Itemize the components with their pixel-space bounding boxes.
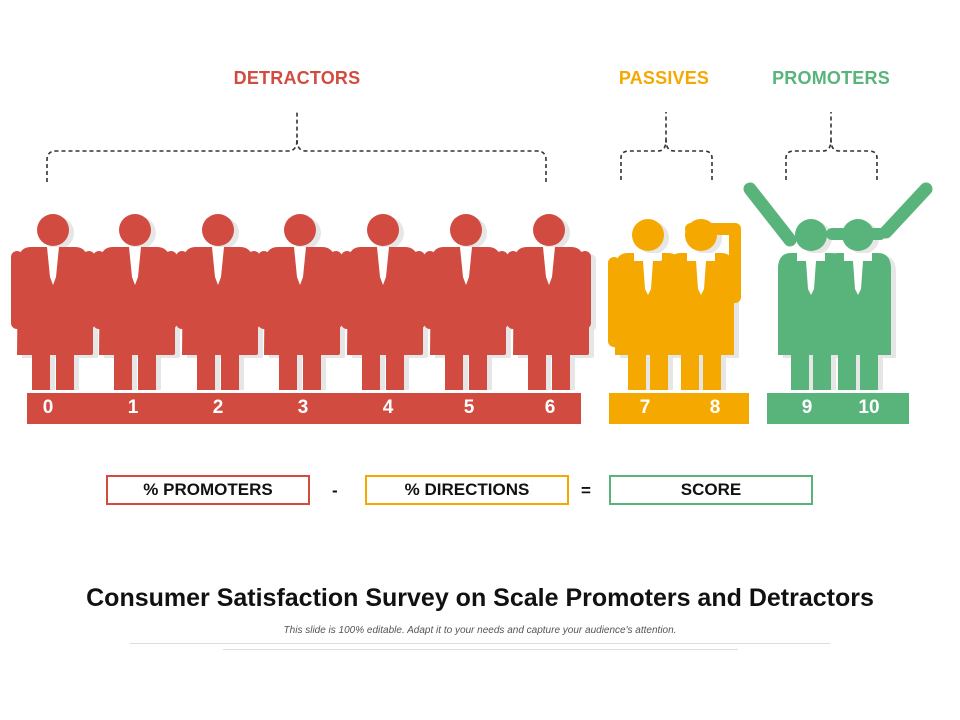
score-3: 3 xyxy=(297,397,309,418)
passives-brace xyxy=(620,112,713,180)
directions-percent-box: % DIRECTIONS xyxy=(365,475,569,505)
score-0: 0 xyxy=(42,397,54,418)
figures-illustration xyxy=(11,112,933,390)
slide-title: Consumer Satisfaction Survey on Scale Pr… xyxy=(86,584,874,612)
score-4: 4 xyxy=(382,397,394,418)
detractors-brace xyxy=(46,112,547,182)
slide-subtitle: This slide is 100% editable. Adapt it to… xyxy=(283,625,677,636)
divider-line xyxy=(130,643,830,644)
equals-operator: = xyxy=(581,481,591,500)
promoters-brace xyxy=(785,112,878,180)
detractors-score-bar: 0 1 2 3 4 5 6 xyxy=(27,393,581,424)
score-6: 6 xyxy=(544,397,556,418)
score-5: 5 xyxy=(463,397,475,418)
divider-line xyxy=(223,649,738,650)
detractors-label: DETRACTORS xyxy=(233,68,361,88)
minus-operator: - xyxy=(332,481,338,500)
promoters-score-bar: 9 10 xyxy=(767,393,909,424)
score-box: SCORE xyxy=(609,475,813,505)
passives-score-bar: 7 8 xyxy=(609,393,749,424)
score-1: 1 xyxy=(127,397,139,418)
promoters-label: PROMOTERS xyxy=(772,68,890,88)
passives-label: PASSIVES xyxy=(618,68,710,88)
score-7: 7 xyxy=(639,397,651,418)
score-9: 9 xyxy=(801,397,813,418)
score-2: 2 xyxy=(212,397,224,418)
score-8: 8 xyxy=(709,397,721,418)
promoters-percent-box: % PROMOTERS xyxy=(106,475,310,505)
score-10: 10 xyxy=(858,397,880,418)
